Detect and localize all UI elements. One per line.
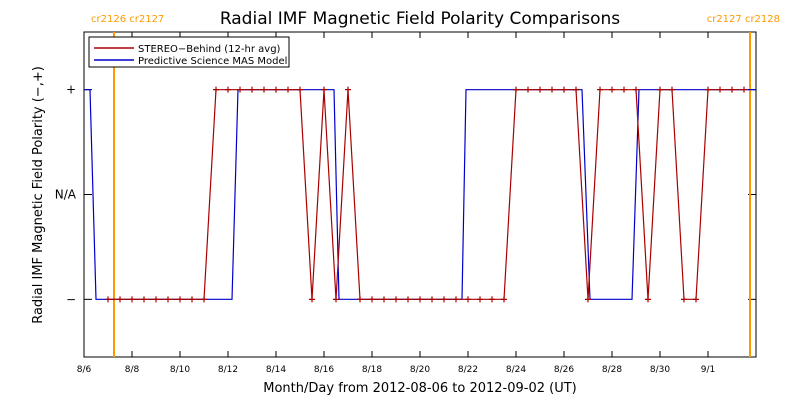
data-point	[261, 86, 267, 93]
data-point	[489, 296, 495, 303]
data-point	[633, 86, 639, 93]
carrington-marker-label: cr2127 cr2128	[707, 14, 780, 25]
chart-title: Radial IMF Magnetic Field Polarity Compa…	[220, 9, 620, 29]
y-axis-label: Radial IMF Magnetic Field Polarity (−,+)	[31, 66, 46, 324]
data-point	[345, 86, 351, 93]
x-tick-label: 8/28	[602, 365, 622, 375]
data-point	[573, 86, 579, 93]
x-axis-label: Month/Day from 2012-08-06 to 2012-09-02 …	[263, 381, 576, 396]
data-point	[609, 86, 615, 93]
data-point	[597, 86, 603, 93]
x-tick-label: 8/10	[170, 365, 190, 375]
data-point	[549, 86, 555, 93]
carrington-markers: cr2126 cr2127 cr2127 cr2128	[91, 14, 780, 357]
legend: STEREO−Behind (12-hr avg) Predictive Sci…	[88, 36, 290, 68]
data-point	[273, 86, 279, 93]
x-tick-label: 8/20	[410, 365, 430, 375]
data-point	[297, 86, 303, 93]
data-point	[357, 296, 363, 303]
data-point	[225, 86, 231, 93]
data-point	[429, 296, 435, 303]
x-tick-label: 8/16	[314, 365, 334, 375]
x-tick-label: 8/18	[362, 365, 382, 375]
legend-box	[88, 36, 290, 68]
carrington-marker-label: cr2126 cr2127	[91, 14, 164, 25]
data-point	[621, 86, 627, 93]
x-tick-label: 8/6	[77, 365, 92, 375]
series-layer	[84, 86, 756, 303]
data-point	[669, 86, 675, 93]
data-point	[525, 86, 531, 93]
data-point	[237, 86, 243, 93]
data-point	[405, 296, 411, 303]
x-tick-label: 8/30	[650, 365, 670, 375]
data-point	[717, 86, 723, 93]
data-point	[513, 86, 519, 93]
data-point	[309, 296, 315, 303]
data-point	[693, 296, 699, 303]
data-point	[393, 296, 399, 303]
data-point	[501, 296, 507, 303]
data-point	[117, 296, 123, 303]
y-tick-label: N/A	[55, 188, 77, 202]
x-tick-label: 8/8	[125, 365, 140, 375]
data-point	[645, 296, 651, 303]
data-point	[369, 296, 375, 303]
data-point	[213, 86, 219, 93]
data-point	[561, 86, 567, 93]
series-line-0	[108, 89, 744, 300]
data-point	[537, 86, 543, 93]
x-tick-label: 8/22	[458, 365, 478, 375]
data-point	[585, 296, 591, 303]
data-point	[417, 296, 423, 303]
data-point	[129, 296, 135, 303]
axis-ticks: 8/6 8/8 8/10 8/12 8/14 8/16 8/18 8/20 8/22 8/24 8/…	[55, 32, 756, 375]
data-point	[189, 296, 195, 303]
data-point	[141, 296, 147, 303]
data-point	[177, 296, 183, 303]
data-point	[321, 86, 327, 93]
data-point	[477, 296, 483, 303]
legend-label-model: Predictive Science MAS Model	[138, 56, 287, 67]
x-tick-label: 8/14	[266, 365, 286, 375]
data-point	[201, 296, 207, 303]
y-tick-label: +	[66, 83, 76, 97]
data-point	[381, 296, 387, 303]
data-point	[705, 86, 711, 93]
data-point	[465, 296, 471, 303]
x-tick-label: 8/26	[554, 365, 574, 375]
legend-label-stereo: STEREO−Behind (12-hr avg)	[138, 44, 281, 55]
data-point	[681, 296, 687, 303]
data-point	[333, 296, 339, 303]
data-point	[153, 296, 159, 303]
data-point	[105, 296, 111, 303]
data-point	[165, 296, 171, 303]
data-point	[285, 86, 291, 93]
data-point	[729, 86, 735, 93]
data-point	[441, 296, 447, 303]
data-point	[741, 86, 747, 93]
data-point	[249, 86, 255, 93]
x-tick-label: 8/12	[218, 365, 238, 375]
data-point	[453, 296, 459, 303]
y-tick-label: −	[66, 292, 76, 306]
x-tick-label: 9/1	[701, 365, 715, 375]
x-tick-label: 8/24	[506, 365, 526, 375]
data-point	[657, 86, 663, 93]
